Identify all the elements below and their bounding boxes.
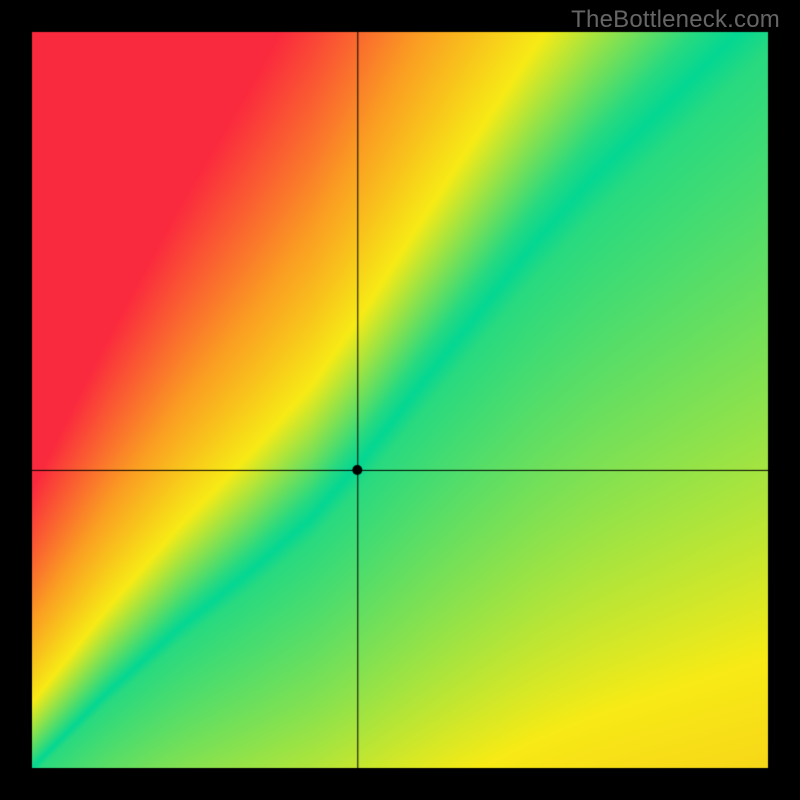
- bottleneck-heatmap: [0, 0, 800, 800]
- watermark-text: TheBottleneck.com: [571, 6, 780, 34]
- chart-container: TheBottleneck.com: [0, 0, 800, 800]
